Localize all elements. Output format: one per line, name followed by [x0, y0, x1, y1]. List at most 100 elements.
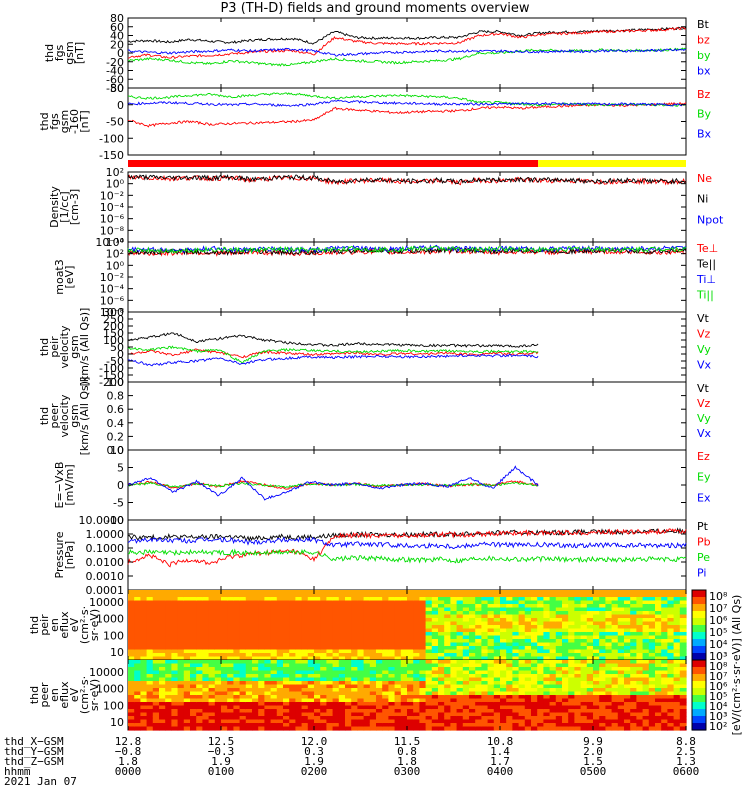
spectrogram-cell: [388, 656, 396, 661]
spectrogram-cell: [357, 604, 365, 609]
spectrogram-cell: [438, 618, 445, 623]
spectrogram-cell: [382, 660, 389, 665]
spectrogram-cell: [270, 688, 278, 693]
spectrogram-cell: [307, 639, 315, 644]
spectrogram-cell: [673, 628, 681, 633]
spectrogram-cell: [245, 656, 253, 661]
spectrogram-cell: [512, 660, 520, 665]
spectrogram-cell: [661, 688, 668, 693]
spectrogram-cell: [369, 684, 377, 689]
spectrogram-cell: [345, 663, 352, 668]
spectrogram-cell: [444, 621, 451, 626]
spectrogram-cell: [586, 698, 594, 703]
spectrogram-cell: [636, 656, 644, 661]
spectrogram-cell: [258, 677, 265, 682]
spectrogram-cell: [351, 590, 358, 595]
spectrogram-cell: [456, 618, 464, 623]
spectrogram-cell: [332, 642, 340, 647]
spectrogram-cell: [289, 712, 296, 717]
spectrogram-cell: [227, 681, 234, 686]
spectrogram-cell: [481, 719, 489, 724]
spectrogram-cell: [407, 702, 414, 707]
spectrogram-cell: [245, 628, 253, 633]
spectrogram-cell: [320, 635, 327, 640]
spectrogram-cell: [140, 600, 148, 605]
spectrogram-cell: [183, 723, 191, 728]
spectrogram-cell: [456, 611, 464, 616]
spectrogram-cell: [196, 604, 203, 609]
spectrogram-cell: [196, 611, 203, 616]
spectrogram-cell: [667, 614, 675, 619]
spectrogram-cell: [481, 628, 489, 633]
spectrogram-cell: [307, 642, 315, 647]
spectrogram-cell: [208, 649, 216, 654]
spectrogram-cell: [332, 712, 340, 717]
spectrogram-cell: [655, 677, 662, 682]
spectrogram-cell: [667, 590, 675, 595]
spectrogram-cell: [177, 674, 185, 679]
spectrogram-cell: [326, 600, 334, 605]
spectrogram-cell: [481, 663, 489, 668]
spectrogram-cell: [586, 649, 594, 654]
spectrogram-cell: [500, 719, 507, 724]
spectrogram-cell: [177, 670, 185, 675]
spectrogram-cell: [233, 628, 241, 633]
spectrogram-cell: [245, 611, 253, 616]
spectrogram-cell: [555, 632, 563, 637]
spectrogram-cell: [518, 712, 526, 717]
spectrogram-cell: [283, 593, 290, 598]
spectrogram-cell: [580, 649, 588, 654]
spectrogram-cell: [549, 632, 557, 637]
spectrogram-cell: [258, 653, 265, 658]
spectrogram-cell: [338, 709, 346, 714]
spectrogram-cell: [289, 719, 296, 724]
spectrogram-cell: [648, 698, 656, 703]
spectrogram-cell: [506, 639, 513, 644]
series-line-Bx: [127, 99, 686, 107]
spectrogram-cell: [270, 625, 278, 630]
spectrogram-cell: [152, 628, 160, 633]
spectrogram-cell: [196, 646, 203, 651]
spectrogram-cell: [500, 660, 507, 665]
spectrogram-cell: [500, 674, 507, 679]
spectrogram-cell: [593, 614, 600, 619]
spectrogram-cell: [295, 656, 303, 661]
spectrogram-cell: [648, 691, 656, 696]
y-tick-label: 200: [103, 320, 124, 333]
y-tick-label: 10.0000: [79, 514, 125, 527]
spectrogram-cell: [165, 635, 172, 640]
spectrogram-cell: [239, 674, 247, 679]
spectrogram-cell: [444, 590, 451, 595]
spectrogram-cell: [679, 702, 687, 707]
spectrogram-cell: [438, 698, 445, 703]
spectrogram-cell: [630, 691, 637, 696]
spectrogram-cell: [500, 656, 507, 661]
spectrogram-cell: [190, 656, 197, 661]
spectrogram-cell: [245, 614, 253, 619]
spectrogram-cell: [208, 695, 216, 700]
spectrogram-cell: [357, 593, 365, 598]
spectrogram-cell: [307, 607, 315, 612]
spectrogram-cell: [214, 600, 222, 605]
spectrogram-cell: [679, 618, 687, 623]
spectrogram-cell: [679, 695, 687, 700]
spectrogram-cell: [673, 726, 681, 731]
spectrogram-cell: [431, 611, 439, 616]
spectrogram-cell: [190, 712, 197, 717]
spectrogram-cell: [617, 639, 625, 644]
colorbar-cell: [692, 653, 706, 656]
spectrogram-cell: [159, 684, 166, 689]
spectrogram-cell: [165, 597, 172, 602]
spectrogram-cell: [295, 625, 303, 630]
spectrogram-cell: [624, 649, 631, 654]
spectrogram-cell: [574, 639, 582, 644]
spectrogram-cell: [444, 646, 451, 651]
y-tick-label: 10⁻²: [100, 189, 124, 202]
spectrogram-cell: [531, 607, 538, 612]
spectrogram-cell: [624, 691, 631, 696]
spectrogram-cell: [593, 625, 600, 630]
spectrogram-cell: [667, 695, 675, 700]
spectrogram-cell: [289, 628, 296, 633]
spectrogram-cell: [183, 600, 191, 605]
